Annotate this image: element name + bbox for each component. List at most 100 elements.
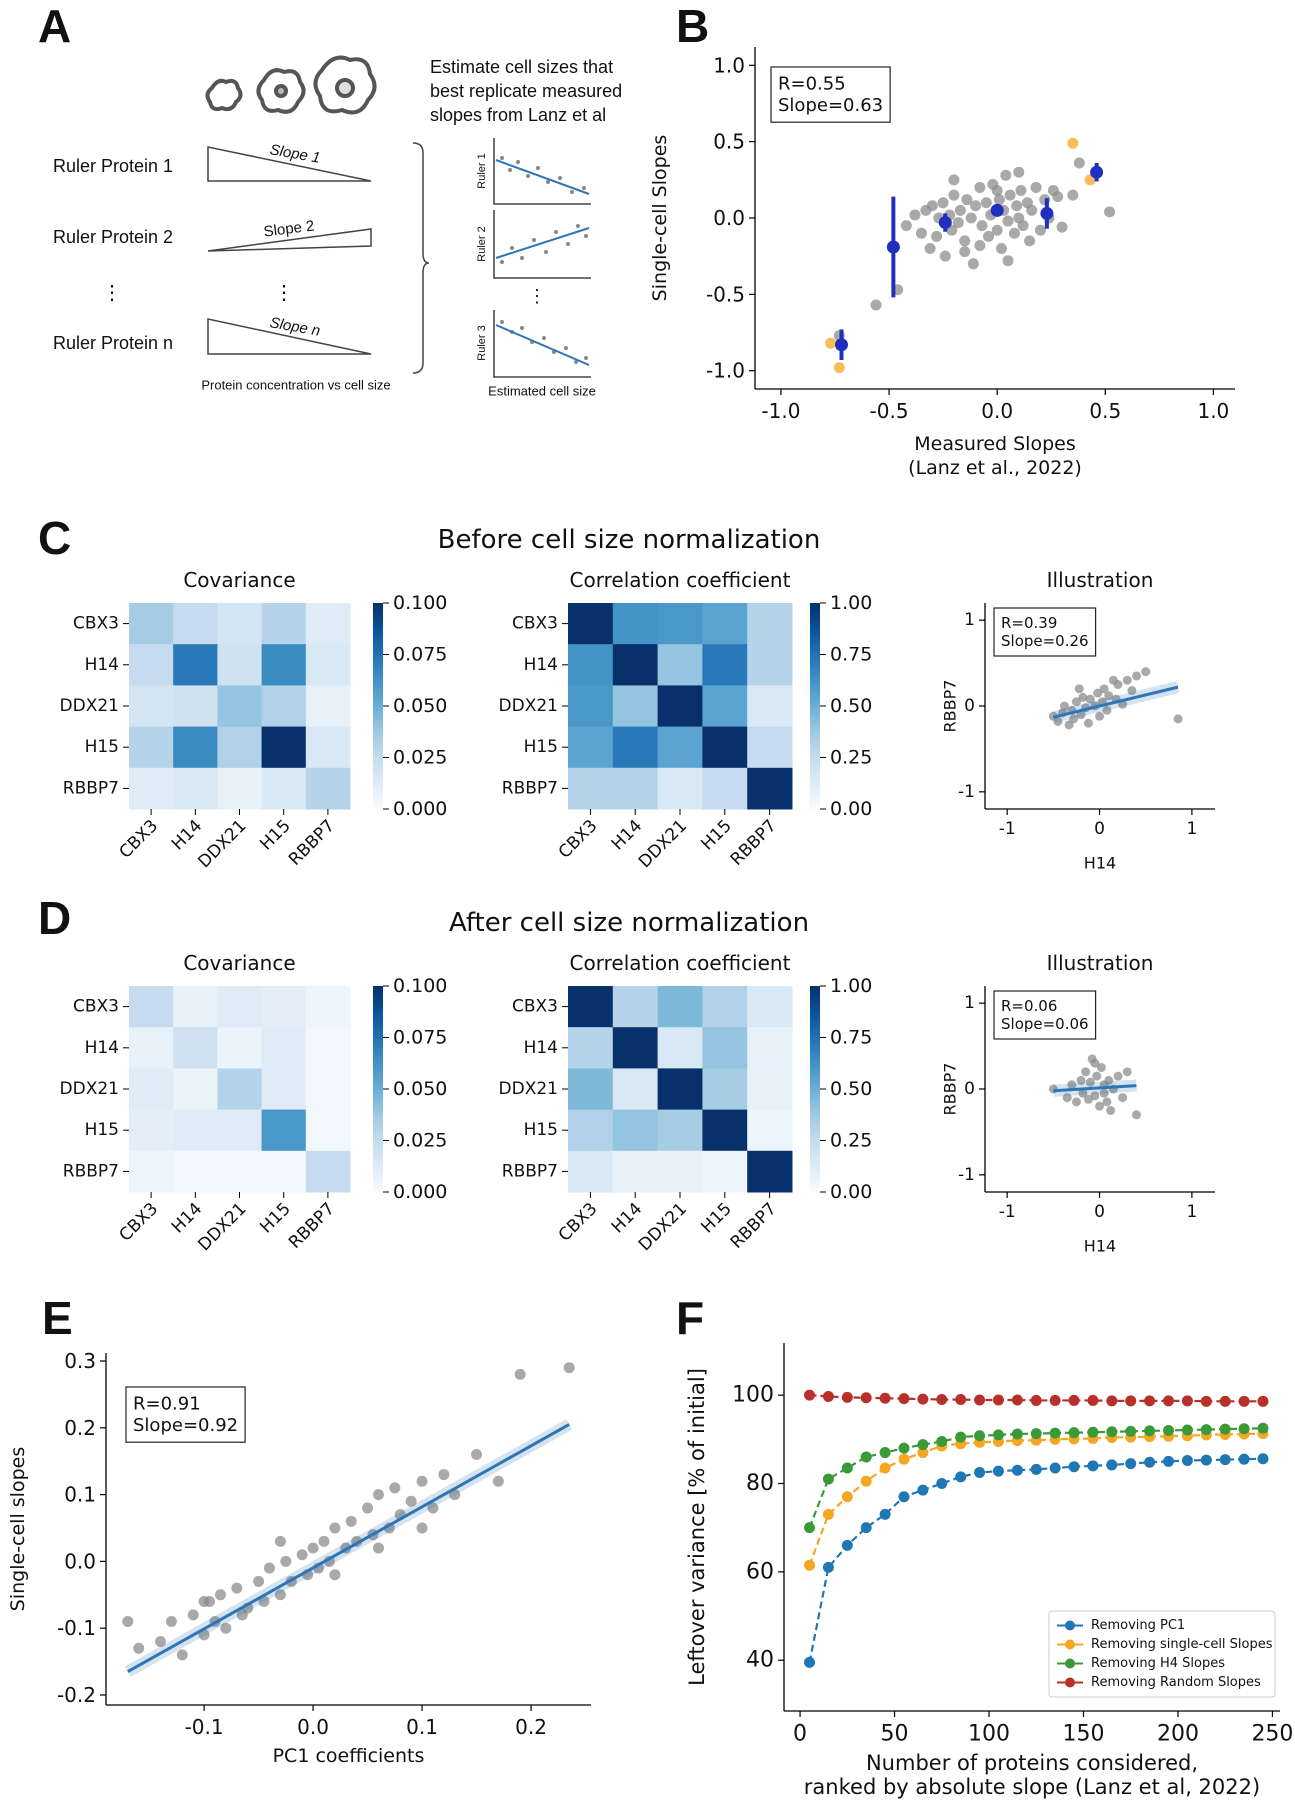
heatmap-cell bbox=[305, 685, 351, 728]
point bbox=[1085, 1077, 1095, 1087]
point bbox=[1067, 137, 1079, 149]
diagram-xlabel: Protein concentration vs cell size bbox=[201, 378, 390, 393]
dot bbox=[558, 176, 562, 180]
colorbar-tick-label: 0.075 bbox=[393, 1027, 447, 1049]
point bbox=[948, 189, 960, 201]
point bbox=[296, 1549, 308, 1561]
point bbox=[974, 1430, 986, 1442]
dot bbox=[516, 160, 520, 164]
dot bbox=[570, 190, 574, 194]
caption: best replicate measured bbox=[430, 81, 622, 101]
y-tick-label: 80 bbox=[746, 1471, 774, 1496]
point bbox=[959, 246, 971, 258]
panel-label: B bbox=[676, 0, 709, 52]
x-tick-label: 150 bbox=[1062, 1722, 1104, 1747]
x-tick-label: -1 bbox=[999, 819, 1016, 839]
point bbox=[1002, 255, 1014, 267]
y-tick-label: -1.0 bbox=[706, 359, 745, 383]
ruler-label: Ruler Protein n bbox=[53, 333, 173, 353]
heatmap-cell bbox=[129, 986, 174, 1028]
point bbox=[154, 1636, 166, 1648]
point bbox=[955, 1431, 967, 1443]
heatmap-cell bbox=[747, 1109, 793, 1152]
colorbar-tick-label: 0.100 bbox=[393, 975, 447, 997]
mini-fits bbox=[495, 159, 590, 366]
heatmap-cell bbox=[173, 1109, 218, 1152]
y-tick-label: 0 bbox=[964, 1079, 975, 1099]
point bbox=[318, 1535, 330, 1547]
heatmap-cell bbox=[129, 603, 174, 645]
row-label: CBX3 bbox=[73, 997, 119, 1017]
heatmap-cell bbox=[612, 685, 659, 728]
point bbox=[471, 1449, 483, 1461]
heatmap-cell bbox=[305, 1150, 351, 1193]
row-label: H15 bbox=[85, 1120, 119, 1140]
point bbox=[1083, 718, 1093, 728]
dot bbox=[582, 186, 586, 190]
point bbox=[1131, 671, 1141, 681]
point bbox=[165, 1616, 177, 1628]
point bbox=[1104, 206, 1116, 218]
point bbox=[833, 362, 845, 374]
row-label: RBBP7 bbox=[63, 1161, 119, 1181]
heatmap-cell bbox=[747, 986, 793, 1028]
heatmap-cell bbox=[217, 986, 263, 1028]
point bbox=[1011, 1394, 1023, 1406]
point bbox=[1053, 716, 1063, 726]
point bbox=[1113, 1071, 1123, 1081]
colorbar bbox=[373, 986, 383, 1192]
heatmap-cell bbox=[305, 1109, 351, 1152]
fit-line bbox=[1053, 1084, 1137, 1093]
chart-title: Covariance bbox=[183, 568, 295, 592]
point bbox=[990, 203, 1004, 217]
point bbox=[900, 220, 912, 232]
fit-line bbox=[1053, 685, 1179, 719]
row-label: RBBP7 bbox=[502, 778, 558, 798]
point bbox=[1090, 1058, 1100, 1068]
slope-wedge bbox=[207, 318, 372, 355]
point bbox=[1026, 204, 1038, 216]
point bbox=[917, 1393, 929, 1405]
x-tick-label: 0.2 bbox=[515, 1715, 547, 1739]
x-axis-label: H14 bbox=[1084, 854, 1116, 873]
point bbox=[1011, 200, 1023, 212]
point bbox=[804, 1389, 816, 1401]
row-label: CBX3 bbox=[73, 614, 119, 634]
y-tick-label: 1 bbox=[964, 993, 975, 1013]
point bbox=[1004, 189, 1016, 201]
point bbox=[1062, 1093, 1072, 1103]
heatmap-cell bbox=[217, 1068, 263, 1111]
point bbox=[1015, 185, 1027, 197]
point bbox=[253, 1575, 265, 1587]
heatmap-cell bbox=[747, 1150, 793, 1193]
heatmap-cell bbox=[261, 726, 307, 769]
point bbox=[961, 194, 973, 206]
point bbox=[917, 1439, 929, 1451]
point bbox=[1238, 1423, 1250, 1435]
point bbox=[438, 1469, 450, 1481]
point bbox=[1200, 1454, 1212, 1466]
point bbox=[1200, 1424, 1212, 1436]
point bbox=[959, 235, 971, 247]
x-axis-label: Number of proteins considered, bbox=[866, 1751, 1198, 1775]
point bbox=[954, 204, 966, 216]
heatmap-cell bbox=[657, 1150, 703, 1193]
caption: slopes from Lanz et al bbox=[430, 105, 606, 125]
point bbox=[1219, 1454, 1231, 1466]
point bbox=[1122, 1067, 1132, 1077]
point bbox=[822, 1561, 834, 1573]
caption: Estimate cell sizes that bbox=[430, 57, 613, 77]
colorbar-tick-label: 1.00 bbox=[830, 975, 872, 997]
colorbar-tick-label: 0.050 bbox=[393, 1078, 447, 1100]
point bbox=[372, 1542, 384, 1554]
dot bbox=[566, 242, 570, 246]
y-tick-label: 0.2 bbox=[64, 1416, 96, 1440]
y-tick-label: 100 bbox=[732, 1383, 774, 1408]
heatmap-cell bbox=[261, 603, 307, 645]
colorbar-tick-label: 0.000 bbox=[393, 798, 447, 820]
heatmap-cell bbox=[612, 1150, 659, 1193]
point bbox=[860, 1475, 872, 1487]
point bbox=[405, 1495, 417, 1507]
heatmap-cell bbox=[261, 1068, 307, 1111]
point bbox=[1093, 688, 1103, 698]
